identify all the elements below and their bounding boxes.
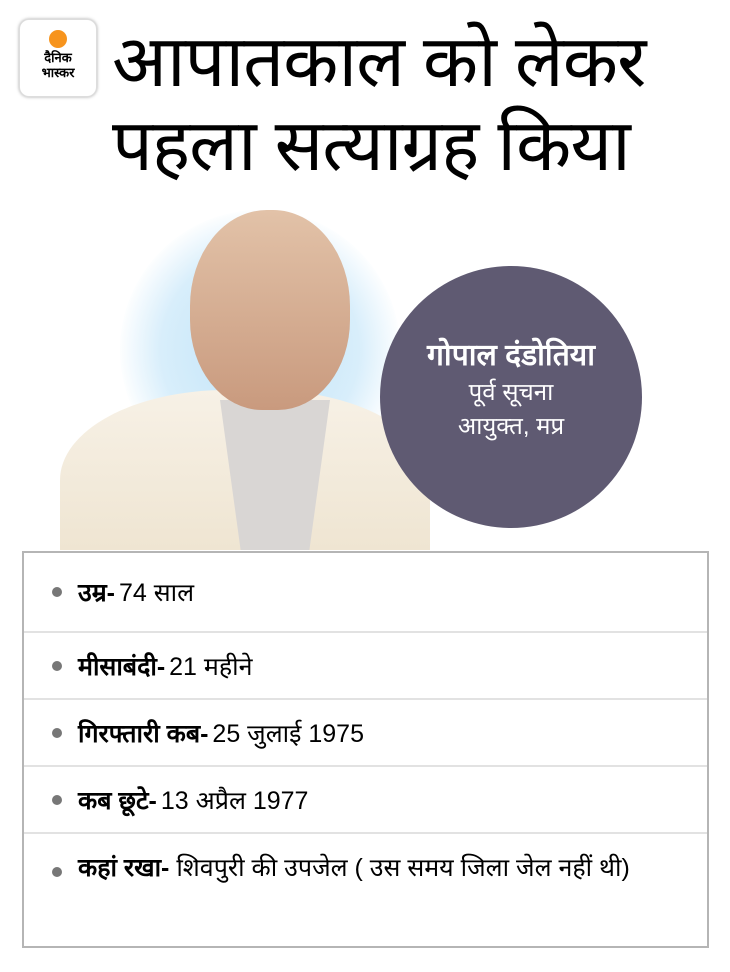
facts-table: उम्र- 74 साल मीसाबंदी- 21 महीने गिरफ्तारी … <box>22 551 709 948</box>
name-badge: गोपाल दंडोतिया पूर्व सूचना आयुक्त, मप्र <box>380 266 642 528</box>
headline: आपातकाल को लेकर पहला सत्याग्रह किया <box>112 20 722 188</box>
bullet-icon <box>52 660 62 671</box>
photo-shirt <box>220 400 330 550</box>
sun-icon <box>49 30 67 48</box>
portrait-photo <box>60 200 450 550</box>
fact-row: मीसाबंदी- 21 महीने <box>24 633 707 700</box>
headline-line2: पहला सत्याग्रह किया <box>112 106 631 186</box>
fact-label: उम्र- <box>78 579 115 607</box>
bullet-icon <box>52 867 62 877</box>
fact-value: 25 जुलाई 1975 <box>212 719 364 748</box>
fact-value: 13 अप्रैल 1977 <box>160 786 309 815</box>
fact-row: कहां रखा- शिवपुरी की उपजेल ( उस समय जिला… <box>24 834 707 946</box>
fact-label: कहां रखा- <box>78 854 170 882</box>
bullet-icon <box>52 727 62 738</box>
fact-value: शिवपुरी की उपजेल ( उस समय जिला जेल नहीं … <box>176 854 630 882</box>
person-name: गोपाल दंडोतिया <box>427 339 595 372</box>
dainik-bhaskar-logo: दैनिक भास्कर <box>19 19 97 97</box>
fact-label: गिरफ्तारी कब- <box>78 719 209 748</box>
bullet-icon <box>52 587 62 597</box>
fact-label: मीसाबंदी- <box>78 652 166 681</box>
fact-row: उम्र- 74 साल <box>24 553 707 633</box>
logo-line1: दैनिक <box>44 50 72 65</box>
fact-value: 21 महीने <box>169 652 253 681</box>
bullet-icon <box>52 794 62 805</box>
photo-head <box>190 210 350 410</box>
fact-label: कब छूटे- <box>78 786 157 815</box>
designation-line2: आयुक्त, मप्र <box>457 413 565 440</box>
fact-row: गिरफ्तारी कब- 25 जुलाई 1975 <box>24 700 707 767</box>
logo-line2: भास्कर <box>41 65 75 80</box>
designation-line1: पूर्व सूचना <box>468 379 554 406</box>
fact-value: 74 साल <box>118 579 195 607</box>
fact-row: कब छूटे- 13 अप्रैल 1977 <box>24 767 707 834</box>
headline-line1: आपातकाल को लेकर <box>112 22 646 102</box>
